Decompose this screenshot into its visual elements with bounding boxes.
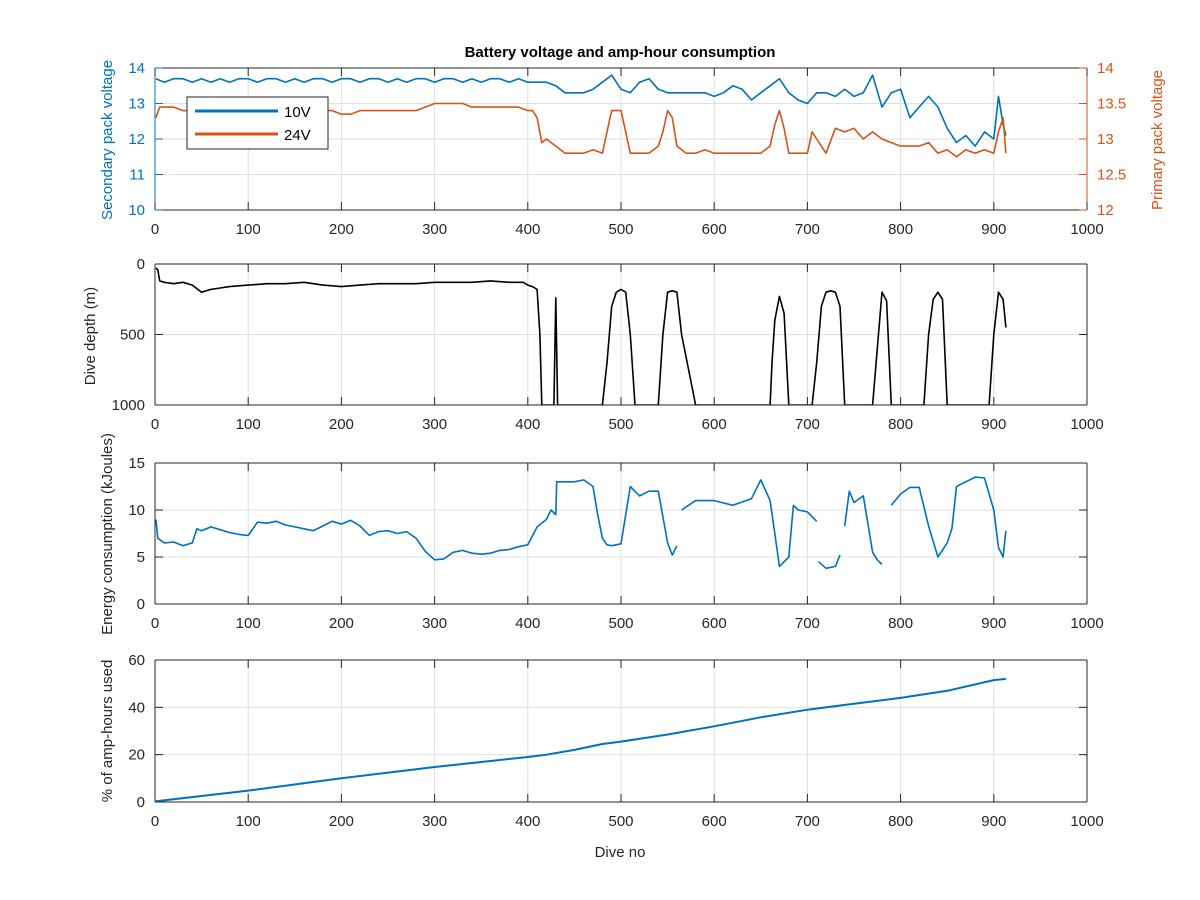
amphours-x-tick-label: 400 bbox=[515, 813, 540, 830]
amphours-x-tick-label: 1000 bbox=[1070, 813, 1103, 830]
voltage-x-tick-label: 0 bbox=[151, 221, 159, 238]
depth-y-tick-label: 0 bbox=[137, 256, 145, 273]
depth-x-tick-label: 100 bbox=[236, 416, 261, 433]
voltage-x-tick-label: 600 bbox=[702, 221, 727, 238]
amphours-y-tick-label: 60 bbox=[128, 652, 145, 669]
energy-x-tick-label: 400 bbox=[515, 615, 540, 632]
amphours-plot-area bbox=[155, 677, 1006, 802]
voltage-y-tick-label: 10 bbox=[128, 202, 145, 219]
depth-x-tick-label: 400 bbox=[515, 416, 540, 433]
depth-x-tick-label: 300 bbox=[422, 416, 447, 433]
energy-y-tick-label: 5 bbox=[137, 549, 145, 566]
voltage-x-tick-label: 1000 bbox=[1070, 221, 1103, 238]
voltage-right-y-tick-label: 12 bbox=[1097, 202, 1114, 219]
depth-grid bbox=[154, 263, 1088, 406]
amphours-x-tick-label: 500 bbox=[608, 813, 633, 830]
legend-label-10v: 10V bbox=[284, 104, 311, 121]
depth-panel: 0 100 200 300 400 500 600 700 800 900 1000 0 500 1000… bbox=[82, 256, 1104, 433]
voltage-x-tick-label: 400 bbox=[515, 221, 540, 238]
depth-x-tick-label: 800 bbox=[888, 416, 913, 433]
energy-x-tick-label: 1000 bbox=[1070, 615, 1103, 632]
energy-x-tick-label: 700 bbox=[795, 615, 820, 632]
amphours-y-tick-label: 20 bbox=[128, 747, 145, 764]
depth-y-tick-label: 1000 bbox=[112, 397, 145, 414]
energy-y-tick-label: 15 bbox=[128, 455, 145, 472]
x-axis-label: Dive no bbox=[595, 844, 646, 861]
amphours-y-axis-label: % of amp-hours used bbox=[99, 660, 116, 803]
depth-x-tick-label: 200 bbox=[329, 416, 354, 433]
left-y-axis-label: Secondary pack voltage bbox=[99, 60, 116, 220]
energy-axes: 0 100 200 300 400 500 600 700 800 900 1000 0 5 10 15 bbox=[128, 455, 1103, 632]
voltage-right-y-tick-label: 13 bbox=[1097, 131, 1114, 148]
depth-x-tick-label: 700 bbox=[795, 416, 820, 433]
voltage-series-line-10v bbox=[155, 74, 1007, 147]
voltage-right-y-tick-label: 13.5 bbox=[1097, 96, 1126, 113]
voltage-x-tick-label: 500 bbox=[608, 221, 633, 238]
energy-x-tick-label: 0 bbox=[151, 615, 159, 632]
amphours-x-tick-label: 100 bbox=[236, 813, 261, 830]
amphours-x-tick-label: 800 bbox=[888, 813, 913, 830]
amphours-x-tick-label: 200 bbox=[329, 813, 354, 830]
legend: 10V 24V bbox=[186, 96, 329, 150]
legend-box bbox=[186, 96, 329, 150]
depth-x-tick-label: 900 bbox=[981, 416, 1006, 433]
energy-x-tick-label: 600 bbox=[702, 615, 727, 632]
depth-y-tick-label: 500 bbox=[120, 327, 145, 344]
amphours-x-tick-label: 900 bbox=[981, 813, 1006, 830]
energy-plot-area bbox=[155, 476, 1007, 570]
energy-x-tick-label: 500 bbox=[608, 615, 633, 632]
voltage-panel: 0 100 200 300 400 500 600 700 800 900 1000 10 11 12 13… bbox=[99, 44, 1166, 238]
depth-x-tick-label: 500 bbox=[608, 416, 633, 433]
voltage-x-tick-label: 100 bbox=[236, 221, 261, 238]
energy-panel: 0 100 200 300 400 500 600 700 800 900 1000 0 5 10 15 E… bbox=[99, 433, 1104, 635]
depth-y-axis-label: Dive depth (m) bbox=[82, 287, 99, 385]
energy-grid bbox=[154, 462, 1088, 605]
chart-title: Battery voltage and amp-hour consumption bbox=[465, 44, 776, 61]
voltage-y-tick-label: 11 bbox=[129, 167, 145, 184]
amphours-y-tick-label: 40 bbox=[128, 699, 145, 716]
amphours-axes: 0 100 200 300 400 500 600 700 800 900 1000 0 20 40 60 bbox=[128, 652, 1103, 830]
amphours-x-tick-label: 0 bbox=[151, 813, 159, 830]
amphours-series-line-0 bbox=[155, 677, 1006, 802]
voltage-x-tick-label: 200 bbox=[329, 221, 354, 238]
voltage-x-tick-label: 900 bbox=[981, 221, 1006, 238]
energy-x-tick-label: 800 bbox=[888, 615, 913, 632]
amphours-panel: 0 100 200 300 400 500 600 700 800 900 10000204060 … bbox=[99, 652, 1104, 861]
energy-x-tick-label: 200 bbox=[329, 615, 354, 632]
energy-series-line-0 bbox=[155, 476, 1007, 570]
voltage-y-tick-label: 13 bbox=[128, 96, 145, 113]
energy-x-tick-label: 900 bbox=[981, 615, 1006, 632]
depth-plot-area bbox=[155, 267, 1007, 405]
energy-y-tick-label: 10 bbox=[128, 502, 145, 519]
amphours-x-tick-label: 600 bbox=[702, 813, 727, 830]
voltage-x-tick-label: 800 bbox=[888, 221, 913, 238]
energy-y-axis-label: Energy consumption (kJoules) bbox=[99, 433, 116, 635]
voltage-right-y-tick-label: 12.5 bbox=[1097, 167, 1126, 184]
voltage-x-tick-label: 700 bbox=[795, 221, 820, 238]
amphours-y-tick-label: 0 bbox=[137, 794, 145, 811]
amphours-x-tick-label: 300 bbox=[422, 813, 447, 830]
depth-x-tick-label: 1000 bbox=[1070, 416, 1103, 433]
depth-series-line-0 bbox=[155, 267, 1007, 405]
voltage-y-tick-label: 14 bbox=[128, 60, 145, 77]
depth-x-tick-label: 600 bbox=[702, 416, 727, 433]
energy-y-tick-label: 0 bbox=[137, 596, 145, 613]
voltage-axes: 0 100 200 300 400 500 600 700 800 900 1000 10 11 12 13… bbox=[128, 60, 1126, 238]
depth-x-tick-label: 0 bbox=[151, 416, 159, 433]
energy-x-tick-label: 300 bbox=[422, 615, 447, 632]
voltage-right-y-tick-label: 14 bbox=[1097, 60, 1114, 77]
energy-x-tick-label: 100 bbox=[236, 615, 261, 632]
amphours-grid bbox=[154, 659, 1088, 803]
legend-label-24v: 24V bbox=[284, 127, 311, 144]
depth-axes: 0 100 200 300 400 500 600 700 800 900 1000 0 500 1000 bbox=[112, 256, 1104, 433]
right-y-axis-label: Primary pack voltage bbox=[1149, 70, 1166, 210]
amphours-x-tick-label: 700 bbox=[795, 813, 820, 830]
voltage-x-tick-label: 300 bbox=[422, 221, 447, 238]
voltage-y-tick-label: 12 bbox=[128, 131, 145, 148]
